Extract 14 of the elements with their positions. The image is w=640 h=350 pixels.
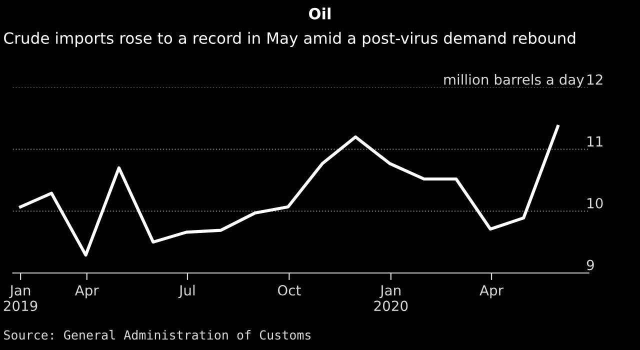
x-tick-label: Jul bbox=[178, 284, 195, 298]
chart-subtitle: Crude imports rose to a record in May amid a post-virus demand rebound bbox=[4, 32, 576, 47]
y-tick-label: 10 bbox=[588, 198, 603, 208]
x-tick-label: Apr bbox=[480, 285, 504, 298]
y-axis-title: million barrels a day bbox=[444, 74, 584, 88]
chart-title: Oil bbox=[309, 8, 330, 20]
x-tick-label: Apr bbox=[74, 285, 99, 298]
y-tick-label: 11 bbox=[588, 136, 602, 146]
x-tick-label: Jan 2019 bbox=[4, 285, 38, 312]
source-note: Source: General Administration of Customs bbox=[4, 330, 311, 340]
y-tick-label: 12 bbox=[588, 74, 602, 85]
x-tick-label: Oct bbox=[278, 285, 301, 296]
y-tick-label: 9 bbox=[586, 260, 594, 270]
x-tick-label: Jan 2020 bbox=[374, 285, 408, 312]
